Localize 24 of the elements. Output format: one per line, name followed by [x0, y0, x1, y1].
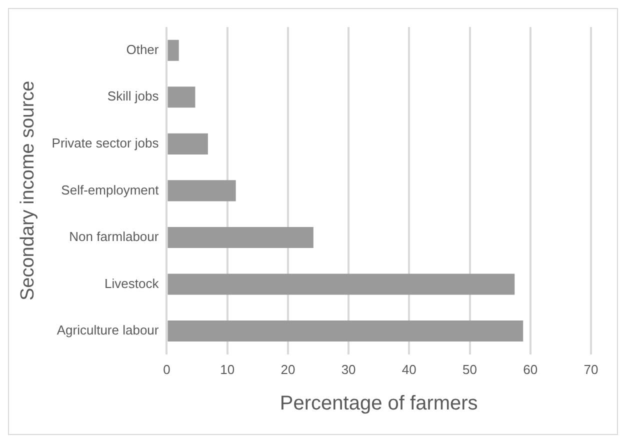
x-tick-label: 30	[341, 362, 356, 377]
bar	[168, 40, 179, 61]
bar	[168, 180, 236, 202]
x-tick-label: 10	[220, 362, 235, 377]
bar	[168, 86, 196, 108]
y-tick-label: Private sector jobs	[52, 136, 160, 151]
y-tick-label: Self-employment	[61, 182, 160, 198]
x-tick-label: 70	[584, 362, 598, 377]
y-axis-title: Secondary income source	[18, 80, 39, 301]
x-tick-label: 50	[462, 362, 478, 377]
bar	[168, 320, 524, 342]
x-tick-label: 40	[402, 362, 416, 377]
x-axis-title: Percentage of farmers	[280, 392, 478, 415]
y-tick-label: Livestock	[104, 276, 160, 291]
x-tick-label: 60	[523, 362, 538, 377]
y-tick-label: Other	[126, 42, 160, 57]
bar	[168, 226, 314, 248]
x-tick-label: 20	[280, 362, 296, 377]
y-tick-label: Non farmlabour	[69, 229, 160, 244]
bar	[168, 133, 208, 154]
y-tick-label: Skill jobs	[107, 88, 160, 104]
bar	[168, 274, 515, 295]
y-tick-label: Agriculture labour	[56, 322, 160, 338]
x-tick-label: 0	[163, 362, 170, 377]
